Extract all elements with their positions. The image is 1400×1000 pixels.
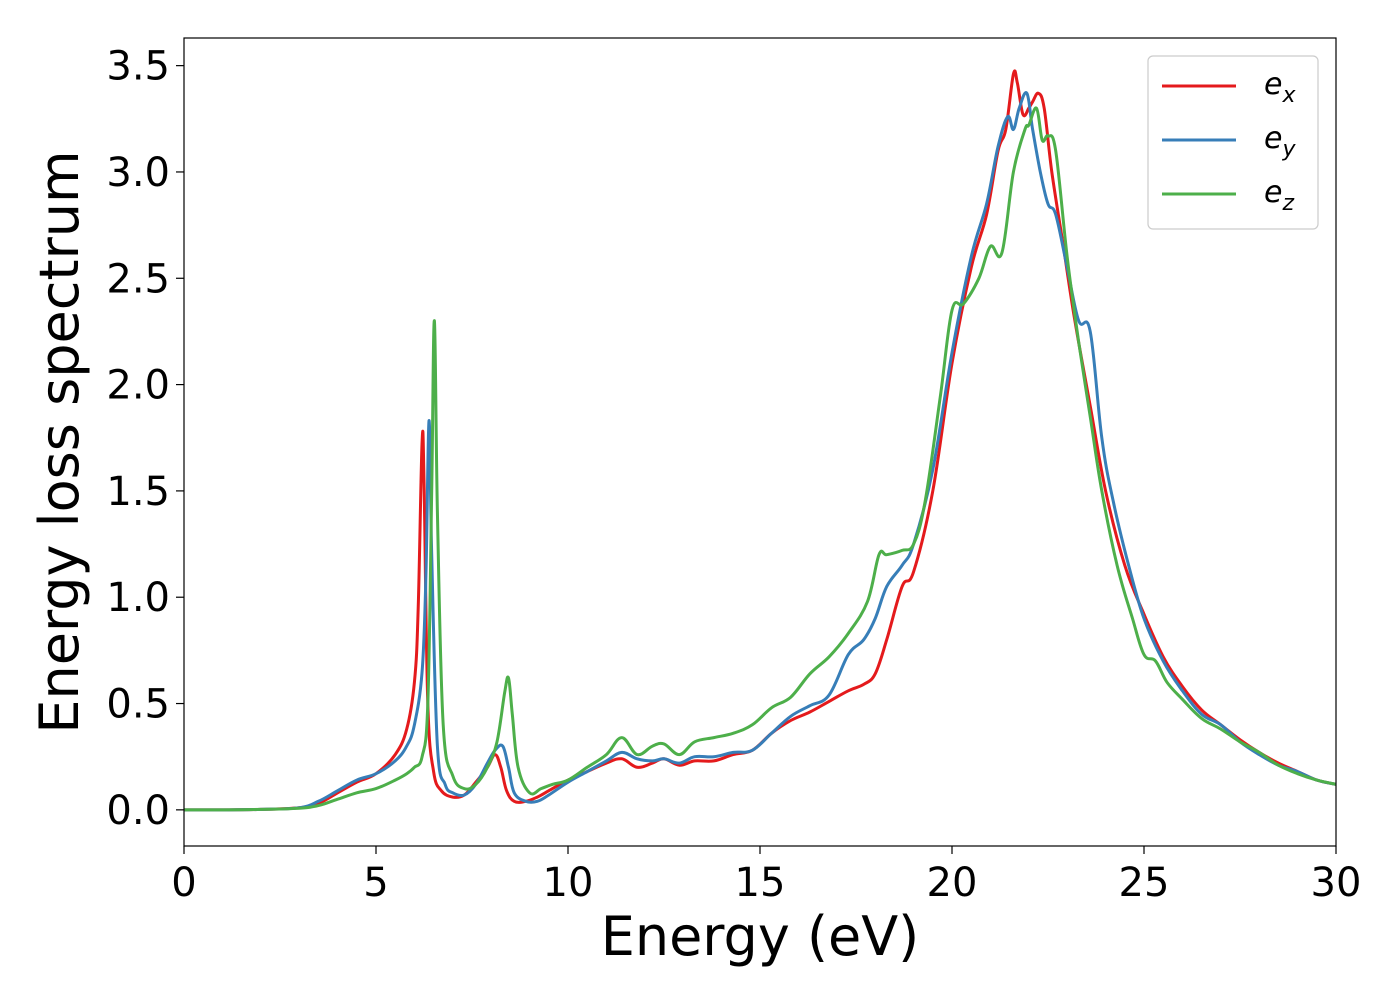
y-tick-label: 1.0 <box>106 575 170 621</box>
x-tick-label: 0 <box>171 860 196 906</box>
series-line-y <box>184 91 1336 812</box>
legend-label-base: e <box>1264 175 1282 210</box>
x-tick-label: 10 <box>543 860 594 906</box>
y-tick-label: 1.5 <box>106 469 170 515</box>
legend-label-z: ez <box>1264 175 1294 216</box>
legend-label-x: ex <box>1264 67 1296 108</box>
x-axis-title: Energy (eV) <box>601 905 920 968</box>
legend-label-base: e <box>1264 67 1282 102</box>
y-tick-label: 0.5 <box>106 682 170 728</box>
y-tick-label: 2.5 <box>106 256 170 302</box>
y-axis-title: Energy loss spectrum <box>28 150 91 733</box>
x-tick-label: 25 <box>1119 860 1170 906</box>
y-tick-label: 0.0 <box>106 788 170 834</box>
y-tick-label: 3.0 <box>106 150 170 196</box>
legend-label-subscript: y <box>1281 137 1296 162</box>
series-line-z <box>184 106 1336 812</box>
legend-label-base: e <box>1264 121 1282 156</box>
y-tick-label: 2.0 <box>106 363 170 409</box>
x-tick-label: 20 <box>927 860 978 906</box>
legend-label-y: ey <box>1264 121 1296 162</box>
legend-box <box>1147 55 1319 230</box>
legend-label-subscript: x <box>1281 83 1296 108</box>
series-layer <box>184 69 1336 812</box>
x-tick-label: 5 <box>363 860 388 906</box>
x-axis-ticks: 0 5 10 15 20 25 30 <box>171 846 1361 906</box>
x-tick-label: 30 <box>1311 860 1362 906</box>
y-axis-ticks: 0.0 0.5 1.0 1.5 2.0 2.5 3.0 3.5 <box>106 44 184 834</box>
y-tick-label: 3.5 <box>106 44 170 90</box>
legend-label-subscript: z <box>1281 191 1294 216</box>
x-tick-label: 15 <box>735 860 786 906</box>
